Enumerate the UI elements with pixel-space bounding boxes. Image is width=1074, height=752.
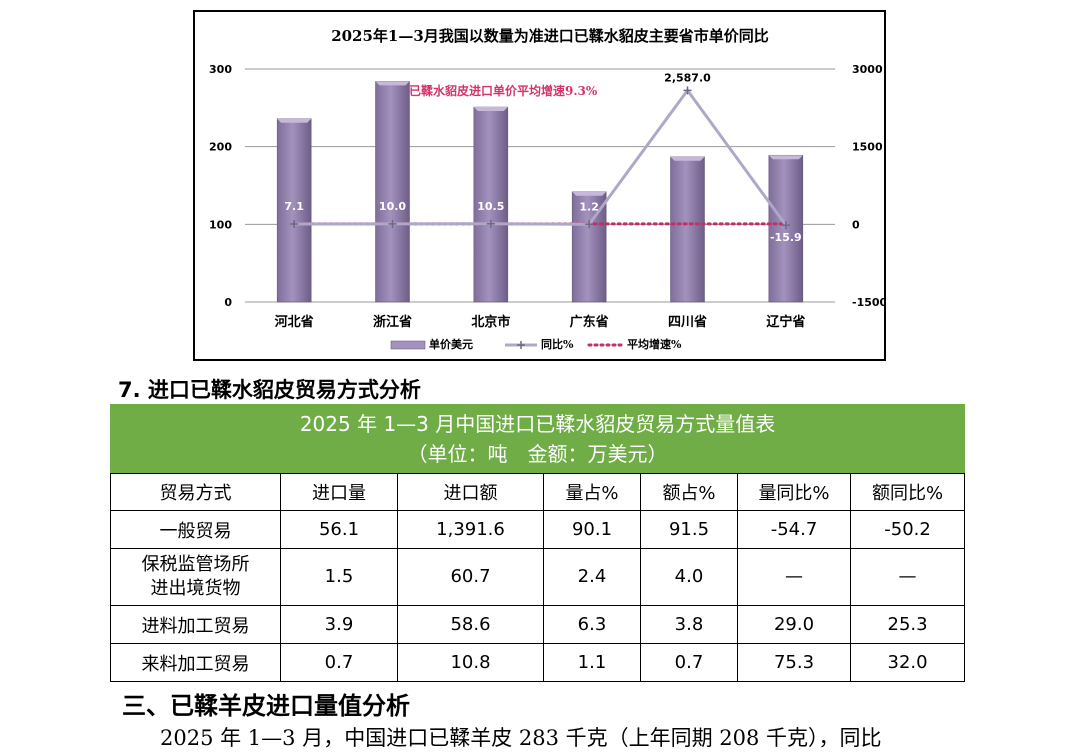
category-label: 广东省 (570, 314, 609, 330)
table-cell: 56.1 (280, 510, 398, 549)
yoy-point (290, 219, 299, 228)
data-label: 1.2 (579, 200, 599, 213)
row-label: 来料加工贸易 (110, 643, 281, 682)
yoy-point (388, 219, 397, 228)
price-yoy-chart: 2025年1—3月我国以数量为准进口已鞣水貂皮主要省市单价同比 0 100 200 3… (193, 10, 886, 361)
table-cell: 0.7 (640, 643, 738, 682)
table-cell: 6.3 (543, 605, 641, 644)
bar-top (277, 118, 312, 123)
yoy-point (585, 220, 594, 229)
table-cell: 29.0 (737, 605, 851, 644)
bar (375, 81, 410, 303)
table-cell: — (849, 548, 966, 606)
bar-top (768, 155, 803, 160)
table-row: 来料加工贸易 0.7 10.8 1.1 0.7 75.3 32.0 (110, 643, 966, 682)
row-label: 进料加工贸易 (110, 605, 281, 644)
chart-title: 2025年1—3月我国以数量为准进口已鞣水貂皮主要省市单价同比 (331, 27, 769, 45)
right-tick-label: -1500 (852, 296, 884, 309)
legend-label: 同比% (541, 337, 574, 351)
table-header: 额同比% (849, 473, 966, 511)
table-cell: 58.6 (397, 605, 544, 644)
data-label: 10.5 (477, 200, 504, 213)
table-cell: 1.1 (543, 643, 641, 682)
table-row: 一般贸易 56.1 1,391.6 90.1 91.5 -54.7 -50.2 (110, 510, 966, 549)
table-header: 量同比% (737, 473, 851, 511)
legend-label: 单价美元 (429, 337, 473, 351)
table-header: 进口量 (280, 473, 398, 511)
right-tick-label: 3000 (852, 63, 883, 76)
body-paragraph: 2025 年 1—3 月，中国进口已鞣羊皮 283 千克（上年同期 208 千克… (160, 726, 882, 750)
table-cell: 91.5 (640, 510, 738, 549)
table-cell: 1,391.6 (397, 510, 544, 549)
table-cell: 75.3 (737, 643, 851, 682)
legend-marker (517, 341, 525, 349)
chart-canvas: 2025年1—3月我国以数量为准进口已鞣水貂皮主要省市单价同比 0 100 200 3… (209, 27, 884, 351)
right-tick-label: 0 (852, 218, 860, 231)
table-row: 进料加工贸易 3.9 58.6 6.3 3.8 29.0 25.3 (110, 605, 966, 644)
table-header: 进口额 (397, 473, 544, 511)
left-tick-label: 300 (209, 63, 232, 76)
table-title: 2025 年 1—3 月中国进口已鞣水貂皮贸易方式量值表 （单位：吨 金额：万美… (109, 404, 966, 474)
bar-top (572, 191, 607, 196)
data-label: 7.1 (284, 200, 304, 213)
table-title-line1: 2025 年 1—3 月中国进口已鞣水貂皮贸易方式量值表 (299, 412, 776, 436)
section-heading: 7. 进口已鞣水貂皮贸易方式分析 (118, 378, 421, 402)
table-cell: -50.2 (849, 510, 966, 549)
category-label: 河北省 (275, 314, 314, 330)
yoy-point (683, 86, 692, 95)
chart-annotation: 已鞣水貂皮进口单价平均增速9.3% (409, 83, 598, 98)
table-cell: 4.0 (640, 548, 738, 606)
table-cell: 25.3 (849, 605, 966, 644)
yoy-line (294, 87, 788, 227)
category-label: 浙江省 (373, 314, 412, 330)
legend-label: 平均增速% (627, 337, 682, 351)
table-cell: 10.8 (397, 643, 544, 682)
table-cell: 3.9 (280, 605, 398, 644)
bar (473, 106, 509, 303)
table-title-line2: （单位：吨 金额：万美元） (407, 442, 668, 466)
bar-top (375, 81, 410, 86)
table-cell: 90.1 (543, 510, 641, 549)
table-cell: — (737, 548, 851, 606)
table-cell: 60.7 (397, 548, 544, 606)
row-label: 一般贸易 (110, 510, 281, 549)
yoy-point (781, 221, 790, 230)
data-label: 10.0 (379, 200, 406, 213)
table-header: 额占% (640, 473, 738, 511)
row-label-line2: 进出境货物 (150, 578, 241, 599)
trade-mode-table: 2025 年 1—3 月中国进口已鞣水貂皮贸易方式量值表 （单位：吨 金额：万美… (109, 404, 966, 682)
left-tick-label: 0 (224, 296, 232, 309)
data-label: -15.9 (770, 231, 802, 244)
data-label: 2,587.0 (664, 71, 711, 84)
table-cell: 1.5 (280, 548, 398, 606)
bar-top (670, 156, 705, 161)
bar (276, 118, 312, 303)
table-header: 贸易方式 (110, 473, 281, 511)
table-header: 量占% (543, 473, 641, 511)
left-tick-label: 200 (209, 141, 232, 154)
table-cell: -54.7 (737, 510, 851, 549)
legend-swatch-bar (390, 340, 426, 350)
row-label-line1: 保税监管场所 (141, 554, 250, 575)
left-tick-label: 100 (209, 218, 232, 231)
section-heading: 三、已鞣羊皮进口量值分析 (122, 692, 410, 720)
table-cell: 2.4 (543, 548, 641, 606)
chart-legend: 单价美元 同比% 平均增速% (390, 337, 682, 351)
bar-top (473, 107, 508, 112)
table-header-row: 贸易方式 进口量 进口额 量占% 额占% 量同比% 额同比% (110, 473, 966, 511)
category-label: 四川省 (668, 314, 707, 330)
bar (670, 156, 705, 303)
table-cell: 3.8 (640, 605, 738, 644)
table-row: 保税监管场所 进出境货物 1.5 60.7 2.4 4.0 — — (110, 548, 966, 606)
row-label: 保税监管场所 进出境货物 (110, 548, 281, 606)
right-tick-label: 1500 (852, 141, 883, 154)
table-cell: 32.0 (849, 643, 966, 682)
category-label: 辽宁省 (766, 314, 805, 330)
yoy-point (486, 219, 495, 228)
table-cell: 0.7 (280, 643, 398, 682)
category-label: 北京市 (471, 314, 510, 330)
